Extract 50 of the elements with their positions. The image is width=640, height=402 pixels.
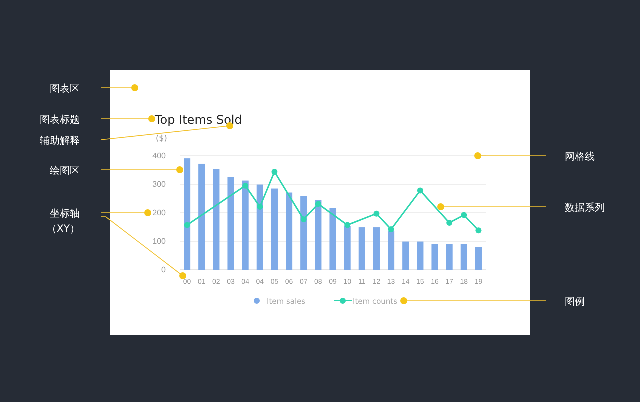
point: [257, 204, 264, 210]
y-tick-label: 0: [162, 266, 167, 275]
point: [446, 220, 453, 226]
point: [476, 228, 482, 234]
bar: [358, 228, 366, 270]
bar: [388, 231, 395, 270]
bar: [460, 244, 468, 270]
text: 数据系列: [565, 202, 605, 214]
point: [417, 188, 424, 194]
bar: [432, 244, 438, 270]
text: 辅助解释: [40, 135, 80, 147]
text: （XY）: [47, 224, 80, 235]
bar: [402, 242, 410, 270]
bar: [242, 180, 249, 270]
point: [374, 210, 380, 217]
text: 坐标轴: [50, 208, 80, 220]
y-tick-label: 200: [152, 208, 167, 218]
bar: [475, 247, 482, 270]
y-axis-title: ($): [156, 134, 168, 143]
bar: [213, 169, 220, 270]
bar: [256, 184, 264, 270]
y-tick-label: 100: [152, 237, 167, 246]
bar: [373, 228, 380, 270]
text: 图表区: [50, 83, 80, 95]
text: 图表标题: [40, 114, 80, 126]
chart-title: Top Items Sold: [154, 113, 242, 127]
bar: [446, 244, 453, 270]
bar: [184, 158, 191, 270]
bar: [417, 242, 424, 270]
text: 网格线: [565, 151, 595, 163]
bar: [330, 208, 336, 270]
text: 绘图区: [50, 165, 80, 177]
point: [272, 168, 278, 175]
text: 图例: [565, 297, 585, 308]
bar: [286, 192, 293, 270]
y-tick-label: 400: [152, 152, 167, 161]
point: [461, 212, 468, 218]
bar: [271, 188, 278, 270]
point: [184, 222, 190, 228]
point: [344, 222, 351, 228]
bar: [198, 164, 206, 270]
bar: [228, 177, 234, 270]
bar: [344, 226, 351, 270]
bar: [300, 196, 308, 270]
point: [315, 201, 322, 208]
point: [388, 226, 394, 233]
bar: [315, 200, 322, 270]
point: [300, 216, 307, 223]
y-tick-label: 300: [152, 180, 167, 190]
point: [242, 182, 249, 189]
